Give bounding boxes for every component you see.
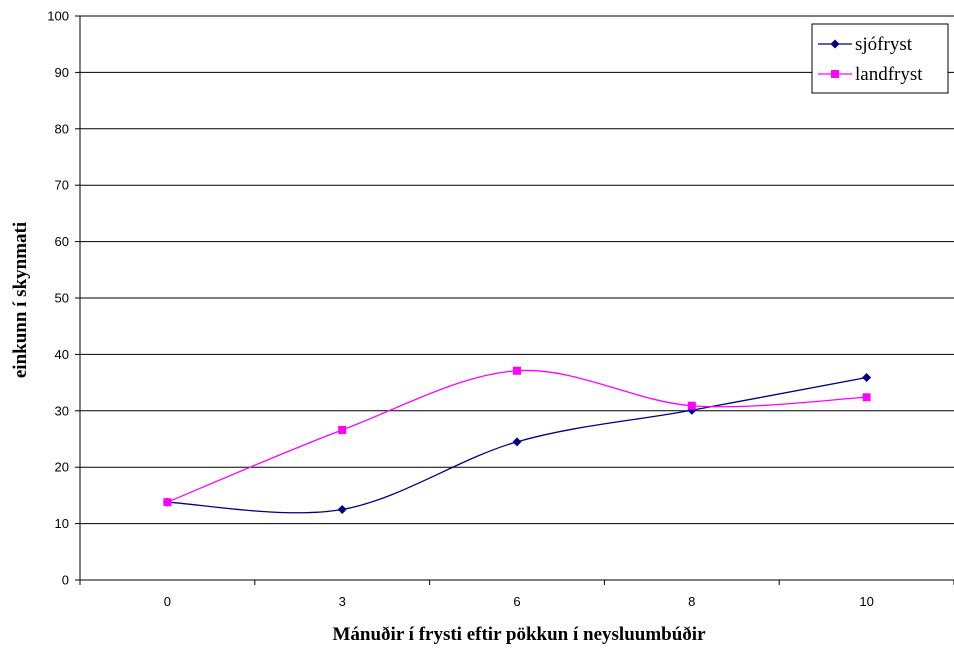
data-point [337, 505, 347, 514]
gridlines [80, 15, 954, 525]
data-point [513, 366, 521, 375]
data-point [338, 425, 347, 434]
y-axis-ticks: 0 10 20 30 40 50 60 70 80 90 100 [47, 9, 80, 588]
data-point [163, 498, 172, 507]
y-tick-label: 40 [55, 347, 69, 362]
x-tick-label: 8 [688, 594, 695, 609]
series-line [167, 369, 867, 503]
data-point [862, 393, 871, 402]
y-tick-label: 50 [55, 291, 69, 306]
y-axis-title: einkunn í skynmati [10, 222, 31, 378]
legend-swatch-marker [830, 39, 840, 49]
y-tick-label: 80 [55, 121, 69, 136]
x-tick-label: 10 [859, 594, 873, 609]
y-tick-label: 100 [47, 9, 69, 24]
y-tick-label: 60 [55, 234, 69, 249]
y-tick-label: 30 [55, 403, 69, 418]
x-tick-label: 3 [339, 594, 346, 609]
x-axis-title: Mánuðir í frysti eftir pökkun í neysluum… [332, 624, 706, 645]
legend-swatch-marker [831, 70, 839, 78]
y-tick-label: 0 [62, 573, 69, 588]
x-tick-label: 0 [164, 594, 171, 609]
legend-box [811, 23, 949, 94]
y-tick-label: 20 [55, 460, 69, 475]
y-tick-label: 10 [55, 516, 69, 531]
legend-label: sjófryst [855, 34, 913, 55]
x-axis-ticks: 0 3 6 8 10 [79, 580, 954, 609]
legend-label: landfryst [855, 64, 923, 85]
data-point [687, 401, 696, 410]
data-point [512, 437, 522, 447]
data-point [862, 373, 872, 383]
x-tick-label: 6 [513, 594, 520, 609]
series-2 [163, 366, 871, 507]
y-tick-label: 70 [55, 178, 69, 193]
y-tick-label: 90 [55, 65, 69, 80]
series-layer [162, 366, 872, 514]
legend: sjófryst landfryst [811, 23, 949, 94]
series-1 [162, 373, 872, 514]
